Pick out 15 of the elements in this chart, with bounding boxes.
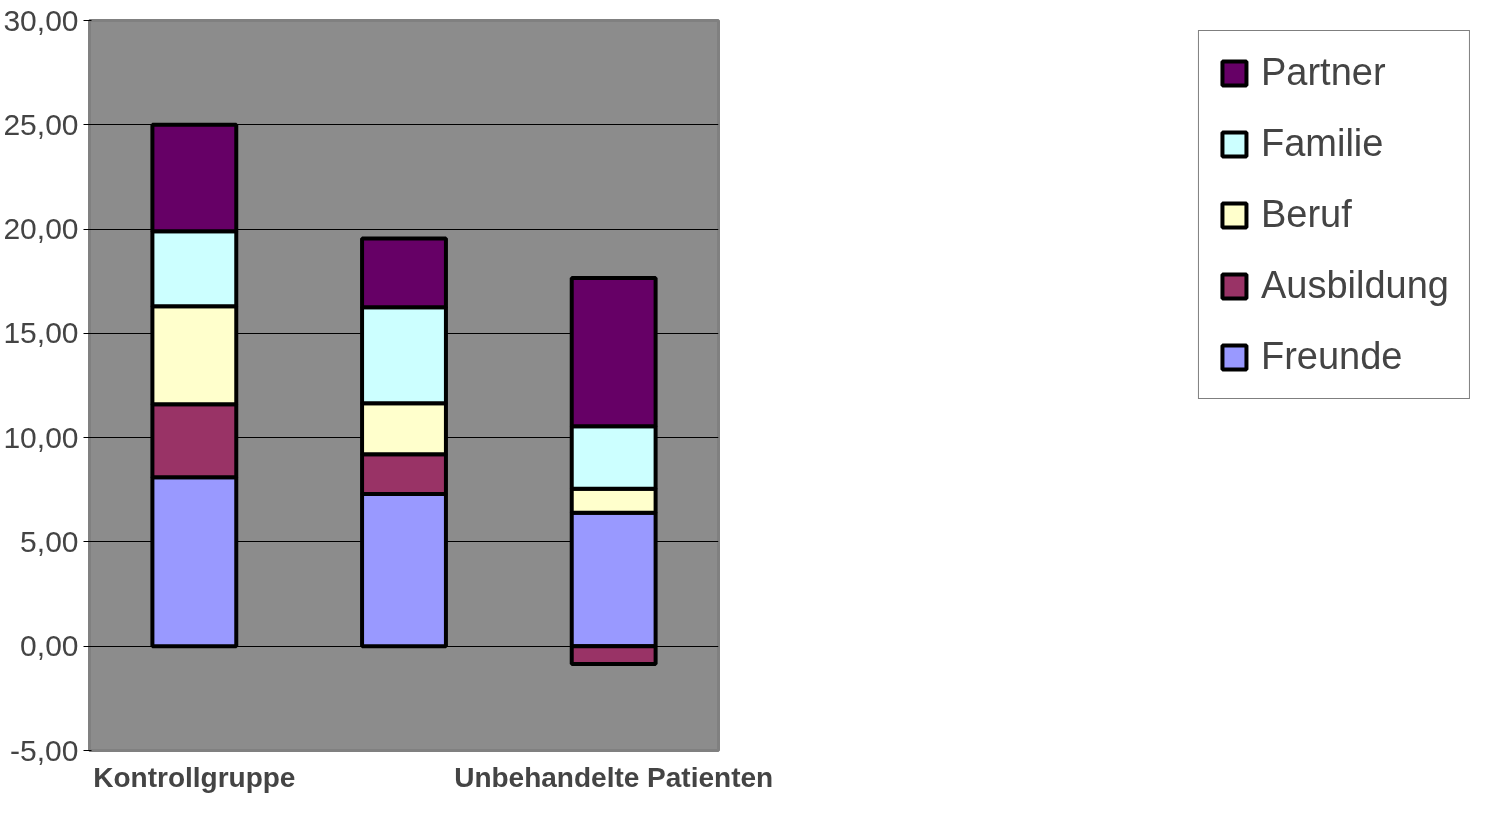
legend-label: Partner [1260, 51, 1386, 94]
x-tick-label: Kontrollgruppe [93, 761, 296, 793]
legend-label: Beruf [1260, 193, 1352, 236]
legend-label: Ausbildung [1260, 264, 1449, 307]
y-tick-label: 20,00 [3, 212, 79, 246]
y-tick-label: 0,00 [20, 629, 79, 663]
y-tick-label: 30,00 [3, 3, 79, 37]
y-tick-label: 10,00 [3, 420, 79, 454]
x-tick-label: Unbehandelte Patienten [454, 761, 774, 793]
y-tick-label: 25,00 [3, 107, 79, 141]
y-tick-label: 5,00 [20, 524, 79, 558]
legend-label: Familie [1260, 122, 1384, 165]
y-tick-label: 15,00 [3, 316, 79, 350]
legend-label: Freunde [1260, 335, 1403, 378]
y-tick-label: -5,00 [10, 733, 79, 767]
